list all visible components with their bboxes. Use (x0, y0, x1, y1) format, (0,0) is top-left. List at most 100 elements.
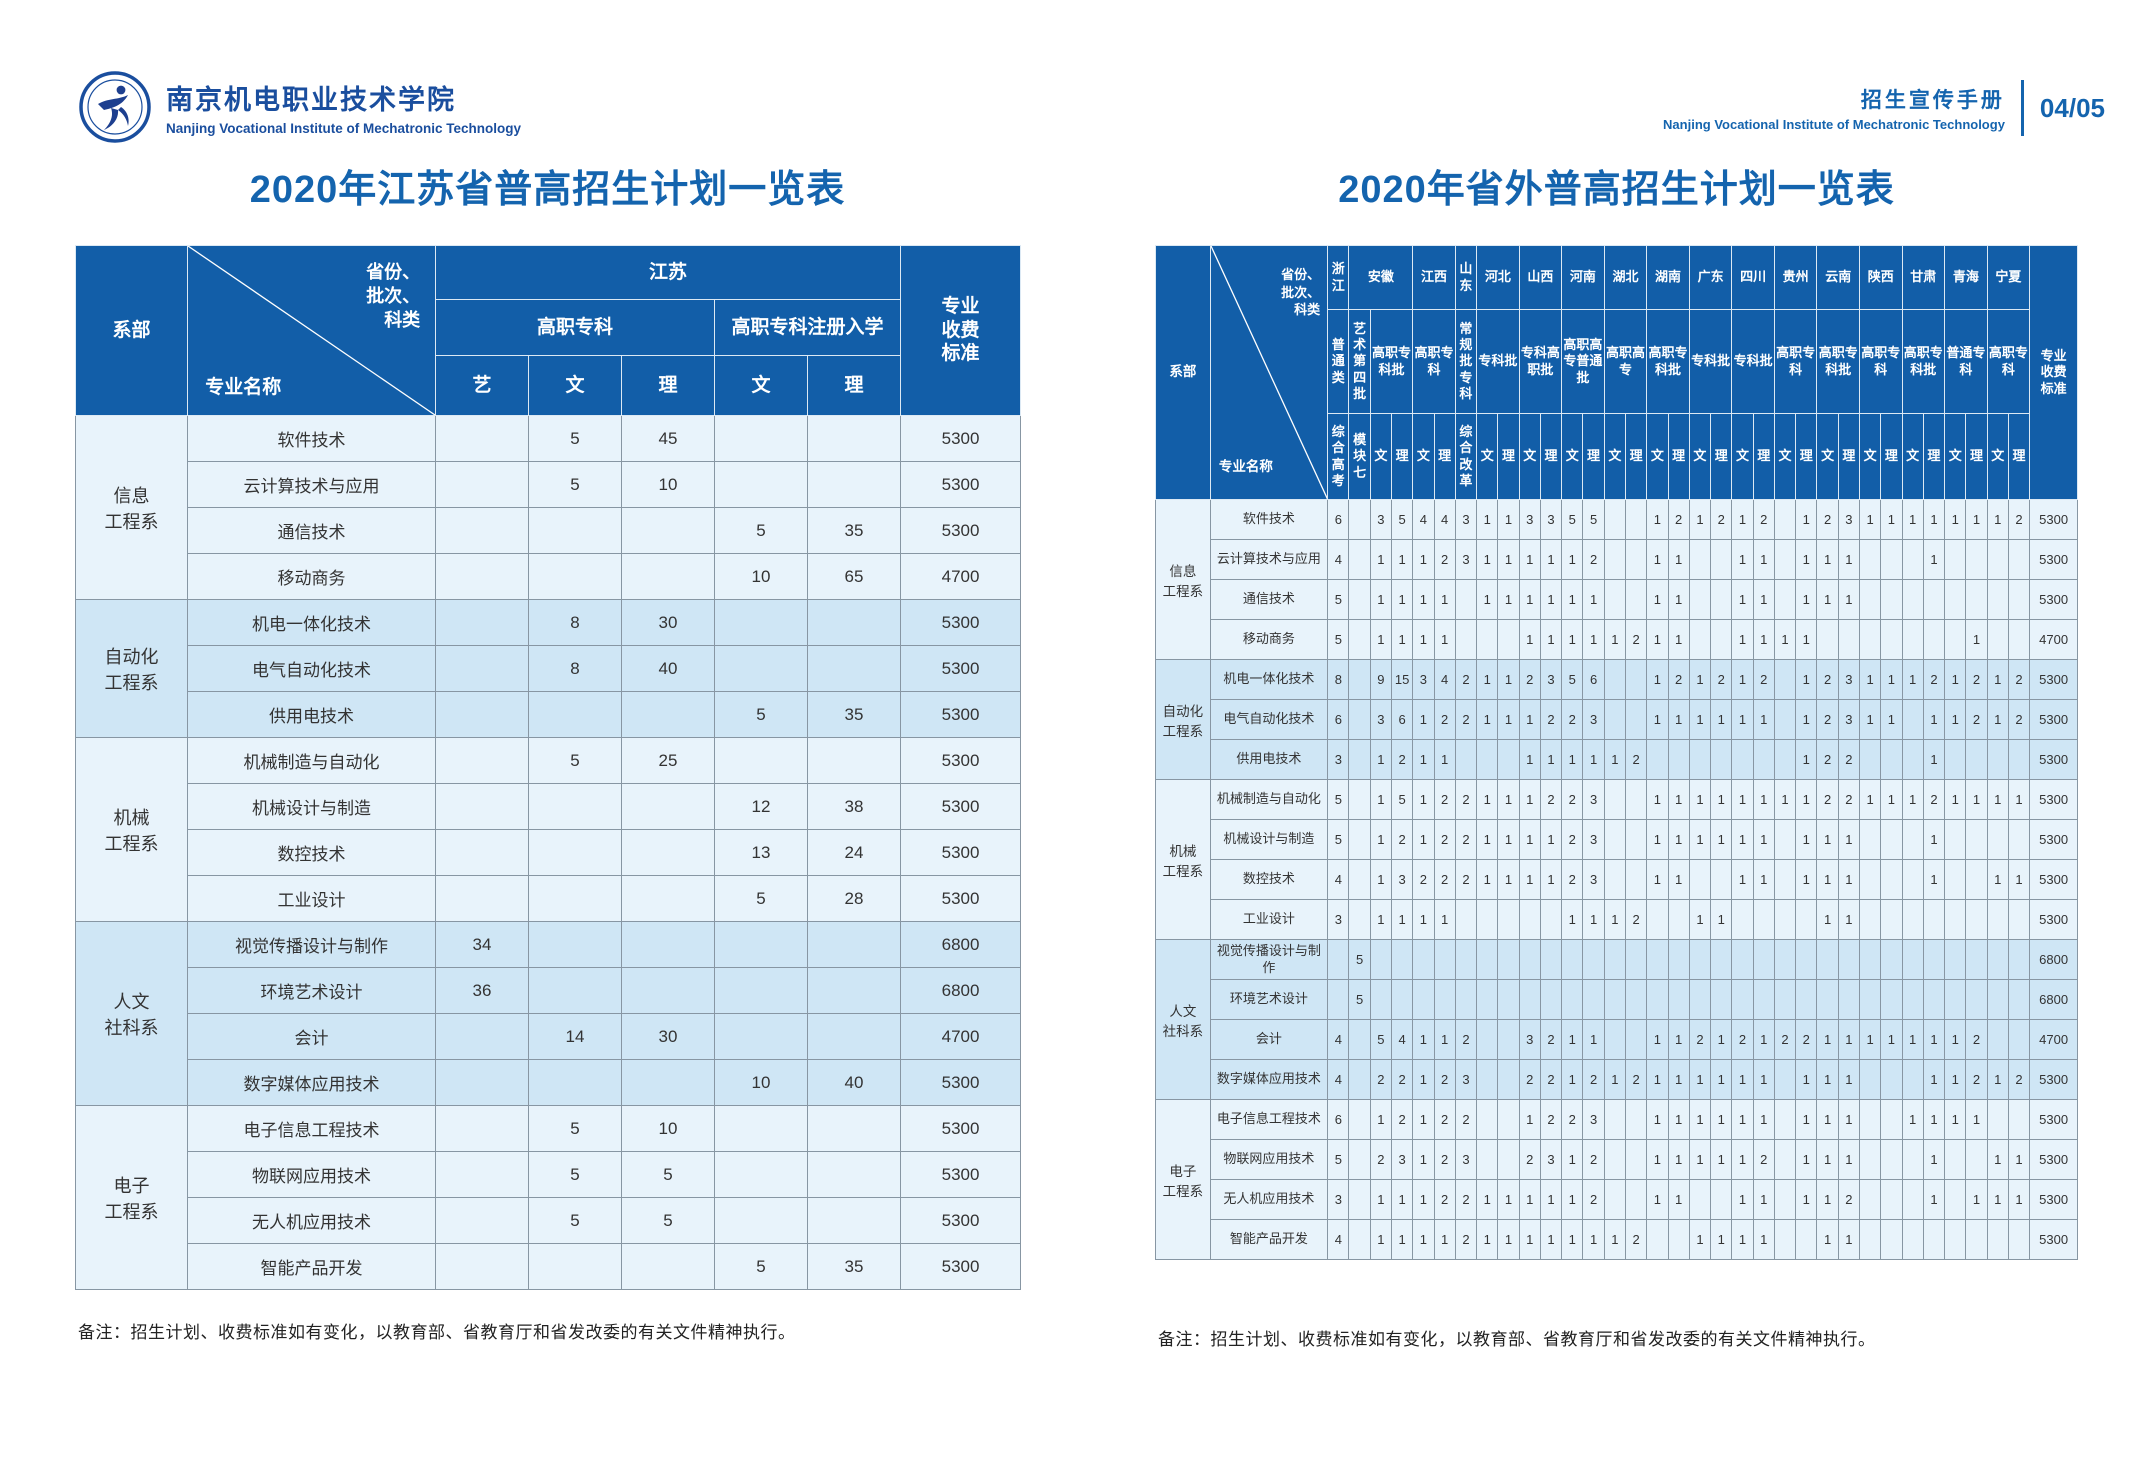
plan-count-cell: 2 (1454, 1179, 1478, 1220)
plan-count-cell (1710, 579, 1733, 620)
plan-count-cell: 1 (1369, 859, 1392, 900)
plan-count-cell: 2 (1561, 819, 1584, 860)
plan-count-cell: 1 (1476, 659, 1499, 700)
plan-count-cell: 1 (1795, 1139, 1818, 1180)
plan-count-cell (1901, 899, 1924, 940)
corner-diagonal-cell: 省份、 批次、 科类 专业名称 (188, 246, 435, 415)
plan-count-cell (714, 1151, 808, 1198)
subject-header: 文 (1773, 413, 1797, 500)
batch-header: 高职高专 (1603, 309, 1648, 414)
plan-count-cell: 3 (1582, 1099, 1605, 1140)
plan-count-cell (1624, 819, 1648, 860)
plan-count-cell (1603, 539, 1626, 580)
plan-count-cell: 1 (1667, 1059, 1690, 1100)
plan-count-cell (1327, 979, 1350, 1020)
plan-count-cell: 3 (1327, 899, 1350, 940)
plan-count-cell: 1 (1986, 699, 2009, 740)
plan-count-cell: 3 (1454, 1059, 1478, 1100)
fee-cell: 5300 (2029, 899, 2078, 940)
plan-count-cell: 2 (1390, 1059, 1414, 1100)
plan-count-cell: 2 (1433, 819, 1456, 860)
plan-count-cell: 2 (1965, 1019, 1988, 1060)
plan-count-cell (2007, 979, 2031, 1020)
plan-count-cell: 2 (1433, 1139, 1456, 1180)
plan-count-cell: 1 (1518, 1099, 1541, 1140)
subject-header: 理 (1710, 413, 1733, 500)
plan-count-cell (1539, 939, 1563, 980)
fee-cell: 4700 (900, 1013, 1022, 1060)
plan-count-cell (1795, 899, 1818, 940)
fee-cell: 4700 (900, 553, 1022, 600)
plan-count-cell (1837, 939, 1860, 980)
plan-count-cell (1922, 899, 1946, 940)
plan-count-cell: 15 (1390, 659, 1414, 700)
plan-count-cell: 2 (1965, 699, 1988, 740)
fee-cell: 5300 (2029, 659, 2078, 700)
province-header: 广东 (1688, 245, 1733, 310)
major-name-cell: 软件技术 (1209, 499, 1329, 540)
batch-header: 艺术第四批 (1348, 309, 1371, 414)
plan-count-cell: 40 (621, 645, 715, 692)
plan-count-cell: 1 (1752, 1179, 1775, 1220)
plan-count-cell: 1 (1476, 499, 1499, 540)
plan-count-cell: 3 (1327, 739, 1350, 780)
plan-count-cell: 1 (1603, 619, 1626, 660)
plan-count-cell: 1 (1880, 1019, 1903, 1060)
batch-header: 高职专科批 (1901, 309, 1946, 414)
plan-count-cell: 1 (1710, 1099, 1733, 1140)
plan-count-cell: 1 (1858, 699, 1882, 740)
plan-count-cell: 1 (1646, 819, 1669, 860)
plan-count-cell: 1 (1837, 539, 1860, 580)
plan-count-cell: 1 (1710, 1059, 1733, 1100)
plan-count-cell (621, 875, 715, 922)
plan-count-cell: 1 (1922, 1139, 1946, 1180)
fee-cell: 5300 (900, 691, 1022, 738)
plan-count-cell: 2 (1582, 539, 1605, 580)
major-name-cell: 数字媒体应用技术 (187, 1059, 436, 1106)
plan-count-cell (2007, 739, 2031, 780)
plan-count-cell (1944, 899, 1967, 940)
plan-count-cell: 1 (1369, 899, 1392, 940)
plan-count-cell: 1 (1710, 819, 1733, 860)
plan-count-cell (1880, 979, 1903, 1020)
plan-count-cell: 3 (1582, 819, 1605, 860)
plan-count-cell (1710, 619, 1733, 660)
plan-count-cell: 1 (1390, 1179, 1414, 1220)
plan-count-cell: 1 (1858, 499, 1882, 540)
plan-count-cell: 1 (1901, 659, 1924, 700)
plan-count-cell: 1 (1944, 499, 1967, 540)
major-name-cell: 机械设计与制造 (187, 783, 436, 830)
table-row: 信息 工程系 软件技术 5 45 5300 (75, 415, 1022, 600)
plan-count-cell: 1 (1816, 819, 1839, 860)
plan-count-cell: 2 (1582, 1179, 1605, 1220)
plan-count-cell: 1 (1646, 699, 1669, 740)
subject-header: 理 (2007, 413, 2031, 500)
batch-header: 普通专科 (1944, 309, 1988, 414)
plan-count-cell: 1 (1412, 819, 1435, 860)
plan-count-cell: 1 (1646, 499, 1669, 540)
corner-label-province-batch: 省份、 批次、 科类 (1281, 267, 1321, 318)
plan-count-cell: 3 (1837, 499, 1860, 540)
plan-count-cell (621, 967, 715, 1014)
plan-count-cell: 1 (1795, 779, 1818, 820)
plan-count-cell (1667, 1219, 1690, 1260)
plan-count-cell: 1 (1476, 539, 1499, 580)
major-name-cell: 机电一体化技术 (1209, 659, 1329, 700)
plan-count-cell (1752, 899, 1775, 940)
table-row: 智能产品开发 5 35 5300 (76, 1243, 1022, 1290)
plan-count-cell: 1 (1390, 899, 1414, 940)
table-row: 云计算技术与应用 4 1 1 1 2 3 1 1 1 1 1 2 1 1 1 1 1 1 1 1 5300 (1156, 539, 2078, 580)
plan-count-cell (435, 1197, 529, 1244)
major-name-cell: 机械设计与制造 (1209, 819, 1329, 860)
plan-count-cell (1624, 1099, 1648, 1140)
table-row: 电子 工程系 电子信息工程技术 5 10 5300 (75, 1105, 1022, 1290)
plan-count-cell: 1 (1688, 899, 1712, 940)
plan-count-cell (1858, 1099, 1882, 1140)
plan-count-cell (1348, 1019, 1371, 1060)
batch-header: 高职专科 (435, 299, 715, 356)
plan-count-cell (1497, 739, 1520, 780)
batch-header: 高职专科 (1858, 309, 1903, 414)
table-row: 人文 社科系 视觉传播设计与制作 34 6800 (75, 921, 1022, 1106)
plan-count-cell: 1 (1816, 1099, 1839, 1140)
